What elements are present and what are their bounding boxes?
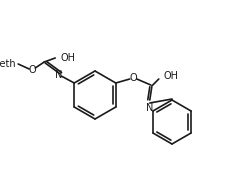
Text: OH: OH	[60, 53, 75, 63]
Text: meth: meth	[0, 59, 16, 69]
Text: O: O	[130, 73, 138, 83]
Text: O: O	[28, 65, 36, 75]
Text: N: N	[55, 70, 62, 80]
Text: N: N	[146, 103, 153, 113]
Text: OH: OH	[164, 71, 179, 81]
